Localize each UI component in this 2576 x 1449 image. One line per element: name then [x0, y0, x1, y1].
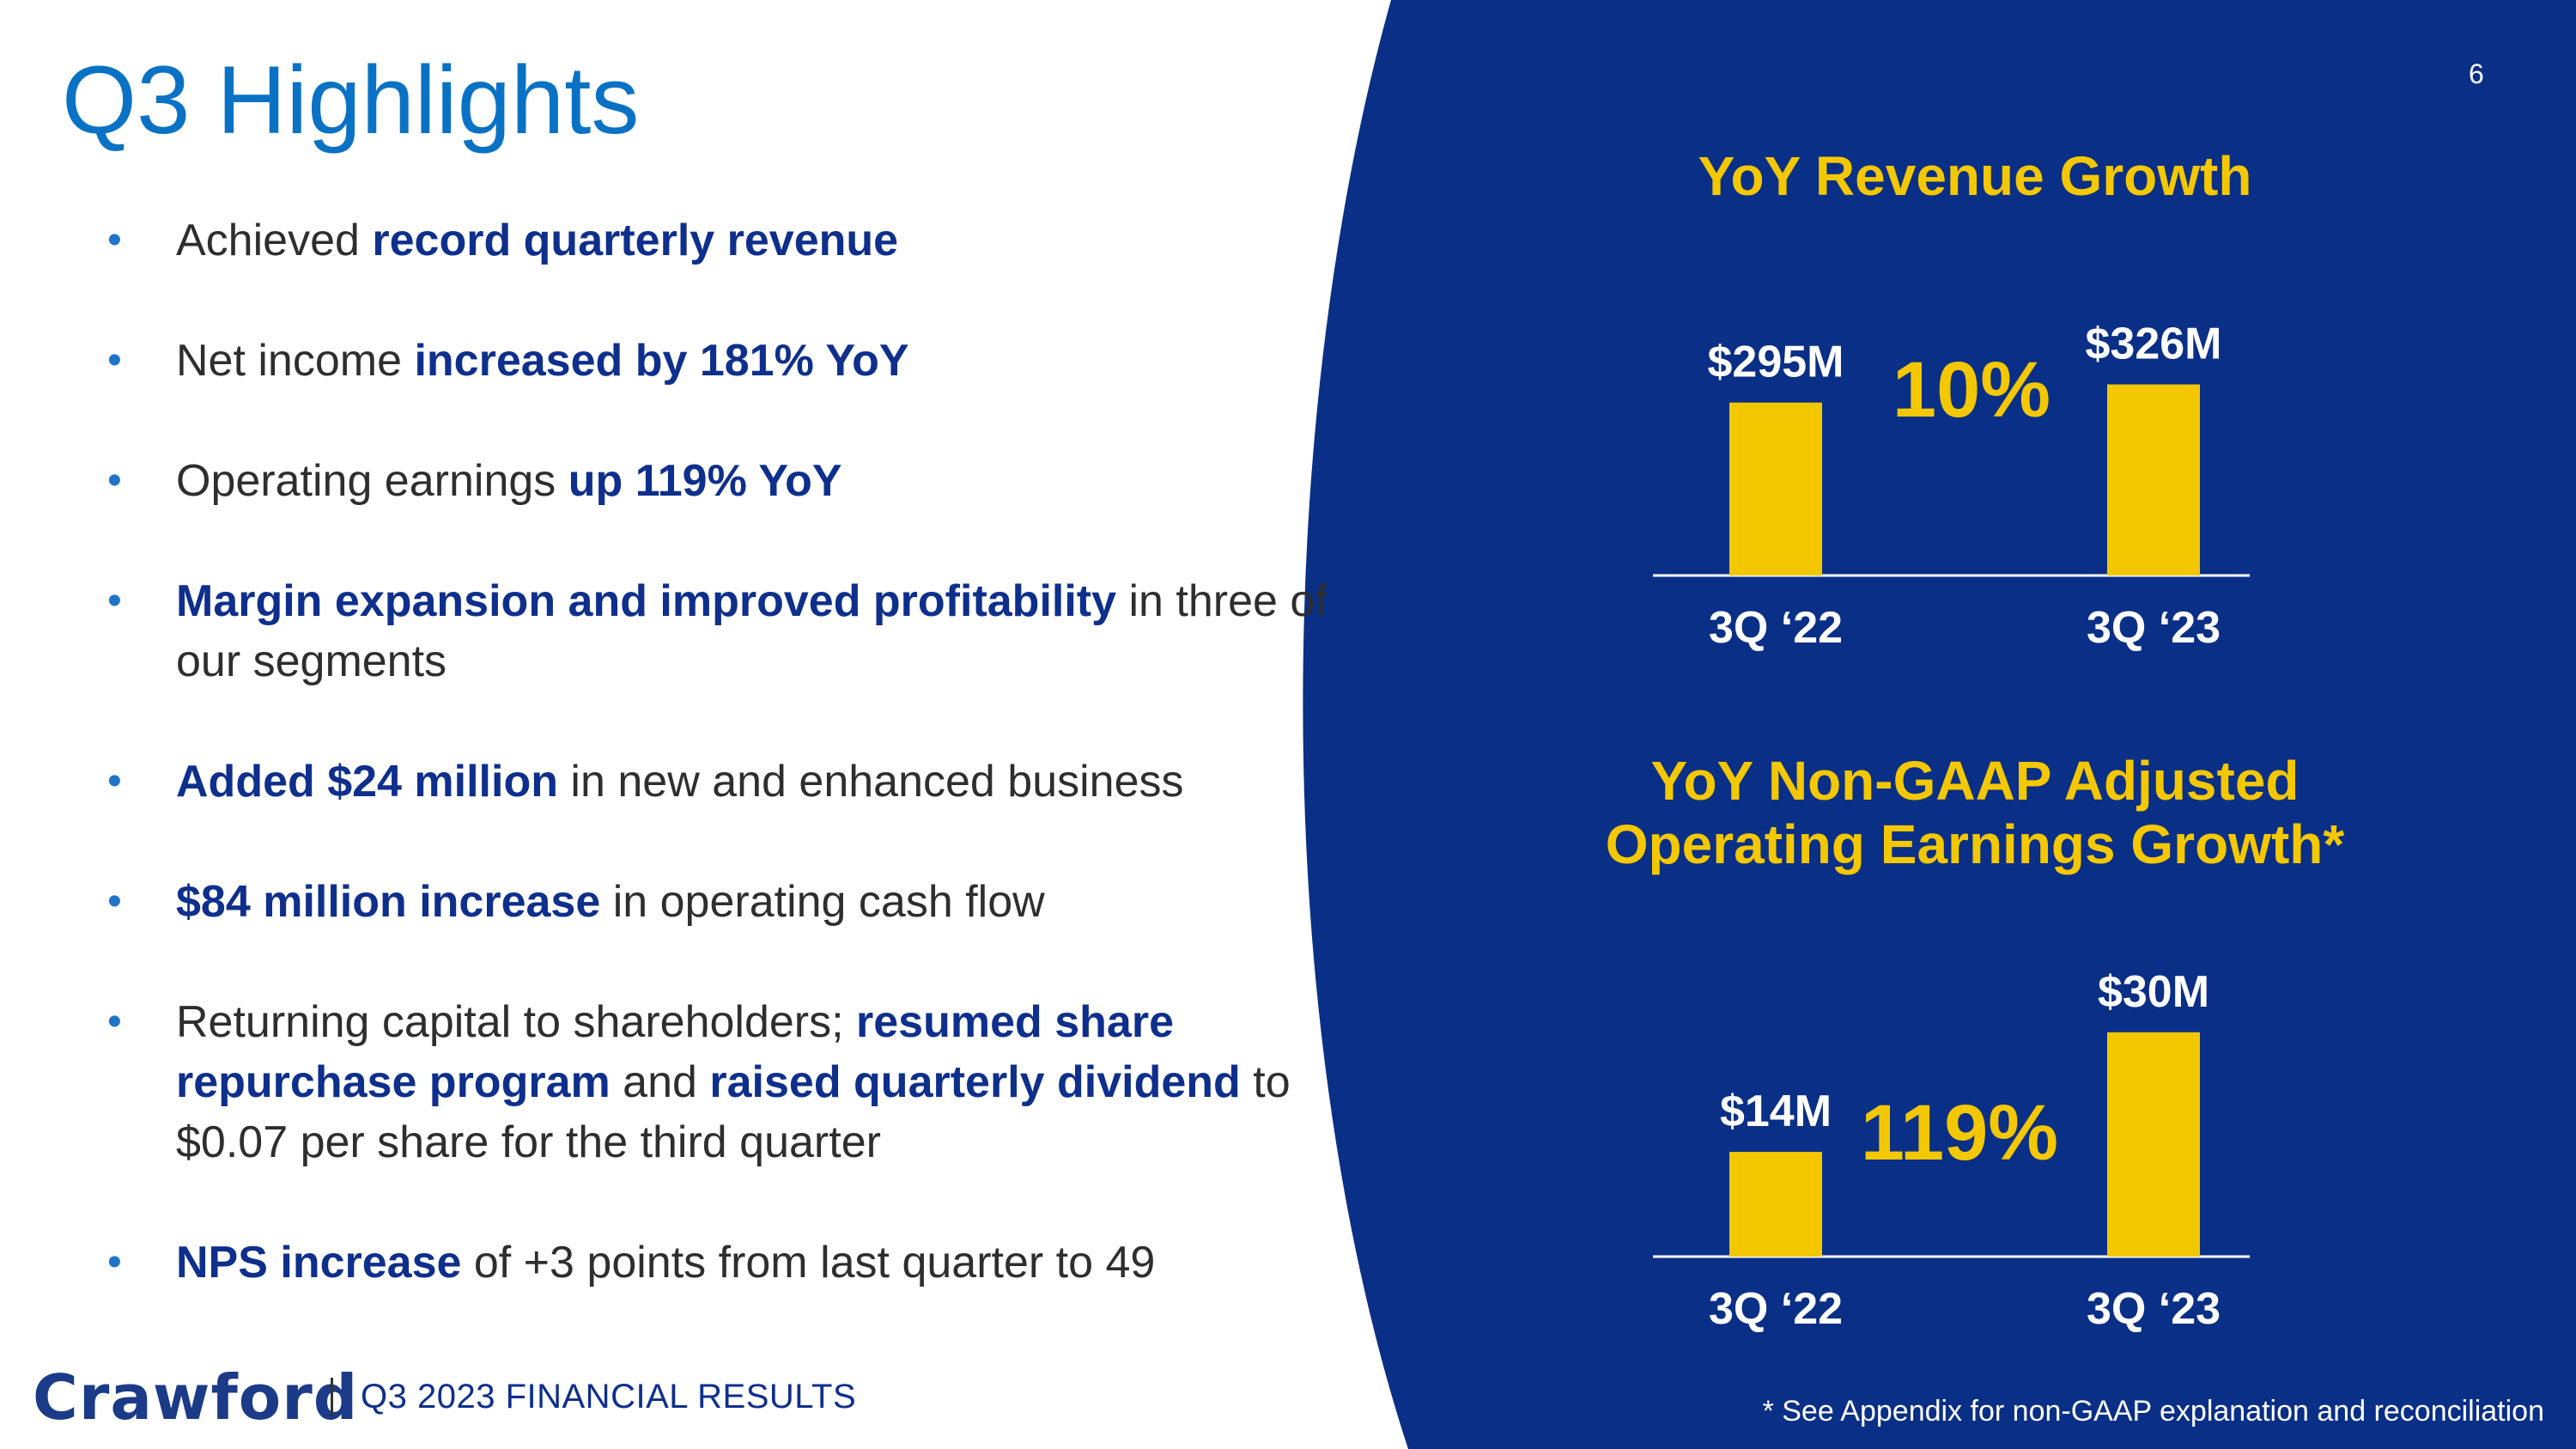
bullet-segment: in three of our segments — [176, 576, 1327, 686]
list-item: • Achieved record quarterly revenue — [107, 210, 1314, 271]
bullet-segment: and — [610, 1057, 710, 1107]
bullet-text: Margin expansion and improved profitabil… — [176, 571, 1387, 691]
bullet-text: Returning capital to shareholders; resum… — [176, 992, 1301, 1172]
bullet-icon: • — [107, 578, 122, 624]
x-tick-label: 3Q ‘22 — [1709, 1284, 1843, 1334]
earnings-chart-title: YoY Non-GAAP Adjusted Operating Earnings… — [1528, 749, 2421, 876]
bullet-emphasis: raised quarterly dividend — [709, 1057, 1241, 1107]
bullet-text: Operating earnings up 119% YoY — [176, 451, 1314, 511]
page-number: 6 — [2469, 58, 2484, 89]
page-title: Q3 Highlights — [62, 46, 640, 154]
list-item: • Added $24 million in new and enhanced b… — [107, 752, 1314, 812]
bullet-emphasis: up 119% YoY — [568, 456, 842, 506]
crawford-logo: Crawford — [33, 1361, 359, 1434]
data-label: $326M — [2086, 320, 2222, 369]
list-item: • Returning capital to shareholders; resu… — [107, 992, 1340, 1172]
bullet-text: Added $24 million in new and enhanced bu… — [176, 752, 1314, 812]
bullet-emphasis: NPS increase — [176, 1238, 462, 1288]
data-label: $295M — [1708, 338, 1844, 387]
data-label: $14M — [1720, 1087, 1832, 1136]
bullet-segment: Operating earnings — [176, 456, 568, 506]
list-item: • Operating earnings up 119% YoY — [107, 451, 1314, 511]
list-item: • NPS increase of +3 points from last qua… — [107, 1233, 1314, 1293]
footer-divider — [331, 1378, 333, 1416]
bullet-icon: • — [107, 338, 122, 383]
bullet-emphasis: increased by 181% YoY — [414, 336, 909, 386]
bar-3q-23 — [2107, 384, 2200, 575]
bullet-icon: • — [107, 879, 122, 924]
bullet-icon: • — [107, 758, 122, 804]
blue-panel — [1303, 0, 2576, 1449]
bullet-segment: Returning capital to shareholders; — [176, 997, 857, 1047]
bullet-text: NPS increase of +3 points from last quar… — [176, 1233, 1314, 1293]
bullet-segment: to $0.07 per share for the third quarter — [176, 1057, 1291, 1167]
bullet-icon: • — [107, 999, 122, 1044]
bullet-text: $84 million increase in operating cash f… — [176, 872, 1314, 932]
bullet-segment: in operating cash flow — [600, 877, 1045, 927]
earnings-chart-title-line-1: YoY Non-GAAP Adjusted — [1650, 750, 2300, 812]
revenue-chart: $295M 3Q ‘22 $326M 3Q ‘23 10% — [1597, 249, 2284, 679]
bullet-emphasis: Margin expansion and improved profitabil… — [176, 576, 1117, 626]
revenue-chart-title: YoY Revenue Growth — [1698, 145, 2252, 207]
bullet-emphasis: resumed share repurchase program — [176, 997, 1174, 1107]
bullet-segment: in new and enhanced business — [557, 757, 1184, 807]
bullet-text: Net income increased by 181% YoY — [176, 331, 1314, 391]
earnings-chart: $14M 3Q ‘22 $30M 3Q ‘23 119% — [1597, 932, 2284, 1336]
bar-3q-22 — [1729, 402, 1822, 575]
bullet-segment: Achieved — [176, 216, 373, 265]
bullet-emphasis: Added $24 million — [176, 757, 558, 807]
x-tick-label: 3Q ‘22 — [1709, 603, 1843, 653]
earnings-chart-title-line-2: Operating Earnings Growth* — [1605, 813, 2345, 875]
bullet-text: Achieved record quarterly revenue — [176, 210, 1314, 271]
bar-3q-23 — [2107, 1032, 2200, 1257]
footnote: * See Appendix for non-GAAP explanation … — [1762, 1395, 2544, 1428]
bullet-segment: Net income — [176, 336, 415, 386]
list-item: • Net income increased by 181% YoY — [107, 331, 1314, 391]
bullet-icon: • — [107, 217, 122, 263]
list-item: • $84 million increase in operating cash … — [107, 872, 1314, 932]
bar-3q-22 — [1729, 1152, 1822, 1257]
revenue-chart-svg: $295M 3Q ‘22 $326M 3Q ‘23 10% — [1653, 320, 2250, 653]
bullet-icon: • — [107, 1239, 122, 1285]
x-tick-label: 3Q ‘23 — [2087, 603, 2221, 653]
earnings-chart-svg: $14M 3Q ‘22 $30M 3Q ‘23 119% — [1653, 967, 2250, 1334]
footer-text: Q3 2023 FINANCIAL RESULTS — [361, 1378, 857, 1416]
list-item: • Margin expansion and improved profitabi… — [107, 571, 1340, 691]
bullet-icon: • — [107, 458, 122, 503]
x-tick-label: 3Q ‘23 — [2087, 1284, 2221, 1334]
growth-percentage: 10% — [1893, 346, 2050, 434]
data-label: $30M — [2098, 967, 2209, 1017]
bullet-emphasis: record quarterly revenue — [372, 216, 899, 265]
bullet-segment: of +3 points from last quarter to 49 — [461, 1238, 1156, 1288]
growth-percentage: 119% — [1861, 1089, 2058, 1177]
bullet-emphasis: $84 million increase — [176, 877, 601, 927]
